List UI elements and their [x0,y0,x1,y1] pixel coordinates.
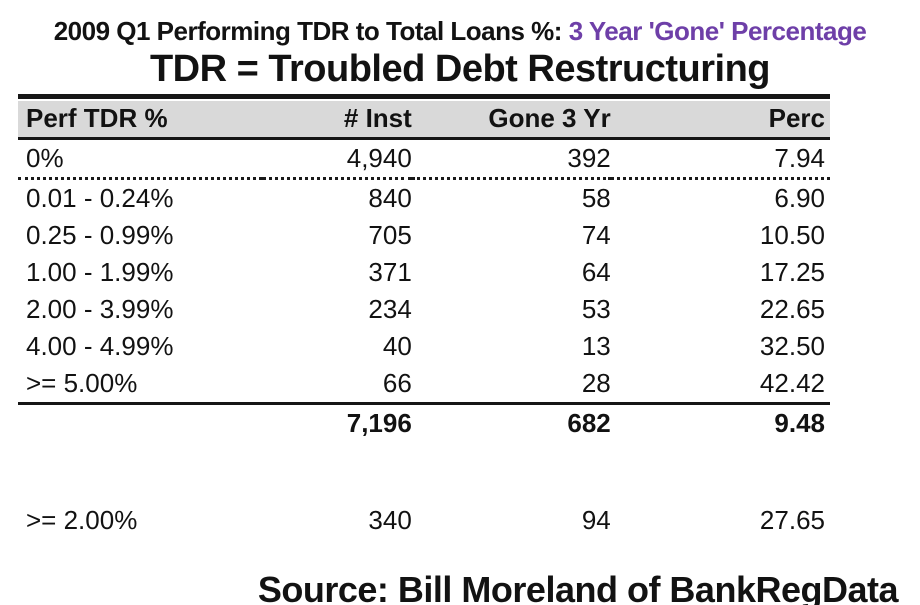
gone-cell: 74 [581,220,611,250]
row-label-cell: 4.00 - 4.99% [26,331,174,361]
inst-cell: 4,940 [261,140,412,180]
inst-cell: 371 [368,257,412,287]
column-header-perc: Perc [610,99,830,140]
gone-cell: 53 [581,294,611,324]
gone-cell: 13 [581,331,611,361]
table-header-row: Perf TDR % # Inst Gone 3 Yr Perc [18,99,830,140]
row-label-cell: 0.25 - 0.99% [26,220,174,250]
table-row: 4.00 - 4.99% 40 13 32.50 [18,328,830,365]
table-row: 0.01 - 0.24% 840 58 6.90 [18,180,830,217]
table-row: 0.25 - 0.99% 705 74 10.50 [18,217,830,254]
perc-cell: 10.50 [759,220,825,250]
gone-total-cell: 682 [567,408,611,438]
tdr-table: Perf TDR % # Inst Gone 3 Yr Perc 0% 4,94… [18,94,830,539]
report-title: 2009 Q1 Performing TDR to Total Loans %:… [0,16,920,46]
inst-cell: 234 [368,294,412,324]
report-title-prefix: 2009 Q1 Performing TDR to Total Loans %: [53,16,563,46]
totals-row: 7,196 682 9.48 [18,405,830,442]
perc-cell: 17.25 [759,257,825,287]
report-subtitle: TDR = Troubled Debt Restructuring [149,48,771,90]
gone-cell: 64 [581,257,611,287]
inst-cell: 66 [261,365,412,405]
gone-cell: 58 [581,183,611,213]
column-header-gone-3yr: Gone 3 Yr [411,99,611,140]
inst-total-cell: 7,196 [346,408,412,438]
column-header-perf-tdr: Perf TDR % [18,99,262,140]
inst-cell: 40 [382,331,412,361]
table-row: 1.00 - 1.99% 371 64 17.25 [18,254,830,291]
source-credit: Source: Bill Moreland of BankRegData [257,569,899,605]
summary-perc-cell: 27.65 [759,505,825,535]
table-row: 2.00 - 3.99% 234 53 22.65 [18,291,830,328]
row-label-cell: >= 5.00% [18,365,262,405]
perc-total-cell: 9.48 [774,408,825,438]
report-title-highlight: 3 Year 'Gone' Percentage [568,16,867,46]
summary-row: >= 2.00% 340 94 27.65 [18,502,830,539]
table-row: 0% 4,940 392 7.94 [18,140,830,180]
table-row: >= 5.00% 66 28 42.42 [18,365,830,405]
perc-cell: 42.42 [610,365,830,405]
perc-cell: 32.50 [759,331,825,361]
column-header-inst: # Inst [261,99,412,140]
summary-gone-cell: 94 [581,505,611,535]
perc-cell: 7.94 [610,140,830,180]
gone-cell: 392 [411,140,611,180]
spacer-row [18,442,830,502]
row-label-cell: 0.01 - 0.24% [26,183,174,213]
perc-cell: 22.65 [759,294,825,324]
summary-label-cell: >= 2.00% [26,505,138,535]
summary-inst-cell: 340 [368,505,412,535]
gone-cell: 28 [411,365,611,405]
row-label-cell: 1.00 - 1.99% [26,257,174,287]
row-label-cell: 2.00 - 3.99% [26,294,174,324]
inst-cell: 840 [368,183,412,213]
row-label-cell: 0% [18,140,262,180]
perc-cell: 6.90 [774,183,825,213]
inst-cell: 705 [368,220,412,250]
row-label-cell [18,405,262,442]
